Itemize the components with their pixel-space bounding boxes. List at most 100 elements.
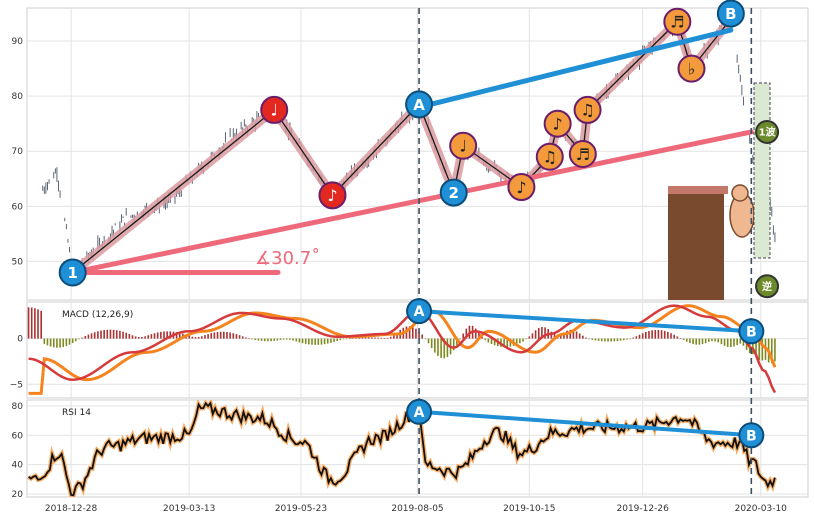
macd-histogram-bar [733, 338, 735, 347]
macd-histogram-bar [131, 335, 134, 339]
macd-histogram-bar [59, 338, 61, 348]
macd-histogram-bar [241, 336, 244, 339]
macd-histogram-bar [770, 338, 773, 364]
macd-histogram-bar [128, 333, 131, 339]
divergence-badge-circle [406, 398, 433, 425]
macd-histogram-bar [232, 333, 235, 339]
macd-histogram-bar [506, 338, 509, 348]
y-tick-label: 40 [12, 461, 24, 471]
macd-histogram-bar [651, 330, 653, 339]
macd-histogram-bar [169, 331, 172, 339]
macd-histogram-bar [257, 338, 260, 341]
macd-histogram-bar [56, 338, 58, 348]
macd-histogram-bar [711, 338, 713, 342]
macd-histogram-bar [692, 338, 694, 345]
macd-histogram-bar [758, 338, 760, 361]
x-tick-label: 2019-03-13 [163, 504, 215, 514]
macd-histogram-bar [308, 338, 310, 345]
macd-histogram-bar [490, 338, 493, 344]
macd-histogram-bar [163, 331, 165, 339]
macd-histogram-bar [575, 331, 578, 339]
macd-histogram-bar [93, 332, 96, 339]
macd-histogram-bar [364, 337, 367, 339]
macd-histogram-bar [245, 337, 247, 339]
macd-histogram-bar [465, 328, 468, 339]
macd-histogram-bar [383, 338, 386, 339]
macd-histogram-bar [585, 337, 587, 339]
macd-histogram-bar [393, 334, 395, 339]
macd-histogram-bar [37, 309, 39, 339]
monkey-head-icon [731, 184, 749, 202]
macd-histogram-bar [588, 338, 590, 340]
macd-histogram-bar [141, 336, 143, 339]
pivot-badge-label: ♬ [576, 145, 590, 164]
macd-histogram-bar [248, 338, 250, 340]
macd-histogram-bar [210, 333, 213, 339]
macd-histogram-bar [544, 327, 546, 339]
forecast-box [753, 82, 771, 259]
macd-histogram-bar [663, 330, 666, 339]
macd-histogram-bar [106, 329, 109, 339]
macd-histogram-bar [434, 338, 436, 353]
pivot-badge: 1 [58, 258, 87, 287]
macd-histogram-bar [670, 333, 672, 339]
pivot-badge-label: B [725, 5, 736, 23]
pivot-badge-circle [535, 142, 564, 171]
macd-histogram-bar [597, 338, 600, 341]
macd-histogram-bar [704, 338, 707, 344]
divergence-badge-circle [738, 318, 765, 345]
macd-histogram-bar [166, 331, 168, 339]
wave-marker-label: 逆 [762, 280, 772, 293]
pivot-badge: ♪ [507, 173, 536, 202]
macd-histogram-bar [610, 338, 612, 342]
macd-histogram-bar [591, 338, 594, 340]
pivot-badge-circle [568, 140, 597, 168]
macd-histogram-bar [503, 338, 505, 348]
pivot-badge: ♬ [568, 140, 597, 168]
macd-histogram-bar [352, 337, 354, 339]
macd-histogram-bar [682, 338, 685, 340]
macd-histogram-bar [600, 338, 603, 342]
macd-histogram-bar [736, 338, 738, 346]
pivot-badge-circle [543, 109, 572, 138]
macd-histogram-bar [238, 335, 241, 339]
macd-histogram-bar [559, 334, 562, 339]
macd-histogram-bar [279, 338, 282, 340]
macd-histogram-bar [714, 338, 716, 342]
macd-histogram-bar [459, 338, 461, 340]
macd-histogram-bar [531, 333, 534, 339]
rsi-series [27, 400, 778, 497]
macd-histogram-bar [286, 338, 288, 340]
divergence-badge: A [406, 398, 433, 425]
y-tick-label: 0 [17, 335, 23, 345]
macd-histogram-bar [367, 337, 370, 339]
pivot-badge-label: ♪ [327, 186, 337, 205]
macd-histogram-bar [446, 338, 449, 358]
pivot-badge-circle [677, 54, 706, 83]
macd-histogram-bar [323, 338, 326, 345]
macd-histogram-bar [304, 338, 307, 344]
macd-histogram-bar [474, 328, 477, 339]
pivot-badge-circle [318, 181, 347, 210]
pivot-badge: 2 [439, 178, 468, 207]
macd-histogram-bar [632, 337, 635, 339]
pivot-badge: ♪ [543, 109, 572, 138]
macd-histogram-bar [389, 336, 392, 339]
macd-histogram-bar [522, 338, 524, 342]
pivot-badge-circle [405, 90, 434, 119]
macd-histogram-bar [616, 338, 619, 342]
macd-histogram-bar [537, 328, 540, 339]
macd-histogram-bar [418, 331, 420, 339]
macd-histogram-bar [582, 335, 584, 339]
pivot-badge-label: ♫ [580, 101, 594, 120]
macd-histogram-bar [689, 338, 691, 344]
macd-histogram-bar [270, 338, 272, 342]
macd-histogram-bar [478, 332, 480, 339]
pivot-badge-circle [439, 178, 468, 207]
pivot-badge-circle [716, 0, 745, 28]
wave-marker-circle [755, 274, 780, 299]
support-trendline [70, 129, 754, 275]
macd-histogram-bar [254, 338, 257, 340]
macd-histogram-bar [487, 338, 490, 343]
